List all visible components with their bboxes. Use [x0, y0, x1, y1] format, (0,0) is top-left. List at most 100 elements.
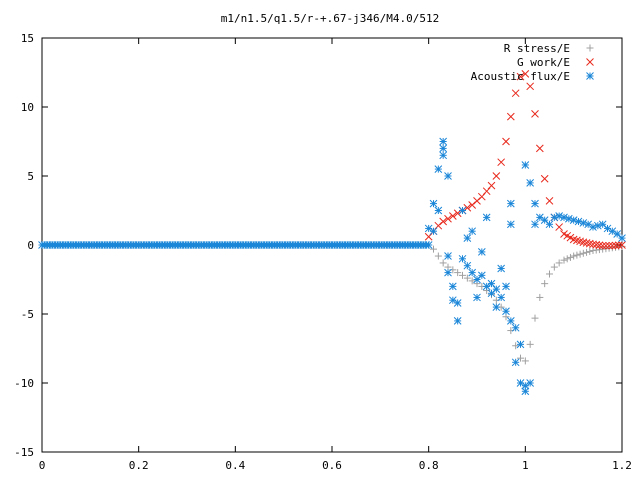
data-point [453, 317, 462, 325]
data-point [585, 239, 594, 248]
data-point [555, 223, 564, 231]
data-point [516, 340, 525, 349]
data-point [526, 340, 534, 348]
data-point [545, 196, 554, 205]
data-point [614, 241, 623, 250]
data-point [497, 293, 506, 302]
data-point [444, 252, 452, 260]
data-point [439, 217, 448, 226]
data-point [521, 387, 530, 396]
data-point [586, 247, 594, 255]
data-point [598, 241, 607, 250]
data-point [463, 274, 471, 282]
x-tick-label: 0.4 [225, 459, 245, 472]
data-point [566, 253, 574, 261]
data-point [512, 342, 520, 350]
data-point [608, 241, 617, 250]
x-tick-label: 1.2 [612, 459, 632, 472]
legend-marker [586, 58, 594, 66]
data-point [497, 264, 506, 273]
data-point [429, 199, 438, 208]
data-point [563, 255, 571, 263]
x-tick-label: 1 [522, 459, 529, 472]
data-point [477, 271, 486, 280]
data-point [434, 252, 442, 260]
data-point [468, 277, 476, 285]
data-point [550, 213, 559, 222]
data-point [618, 241, 626, 249]
data-point [448, 212, 457, 220]
data-point [521, 161, 530, 169]
data-point [434, 165, 443, 173]
y-tick-label: -10 [14, 377, 34, 390]
data-point [434, 206, 443, 215]
data-point [546, 270, 553, 278]
data-point [506, 317, 515, 325]
data-point [517, 354, 524, 362]
data-point [545, 220, 554, 229]
y-tick-label: 10 [21, 101, 34, 114]
data-point [582, 239, 591, 247]
data-point [589, 223, 597, 231]
data-point [560, 256, 568, 264]
data-point [531, 199, 539, 208]
x-tick-label: 0.2 [129, 459, 149, 472]
y-tick-label: -5 [21, 308, 34, 321]
data-point [579, 219, 588, 227]
data-point [564, 214, 573, 223]
series-plus [38, 241, 626, 365]
data-point [454, 269, 462, 277]
data-point [589, 240, 597, 249]
data-point [574, 217, 583, 226]
data-point [595, 241, 604, 250]
data-point [458, 254, 467, 263]
data-point [506, 220, 515, 229]
data-point [424, 241, 433, 249]
data-point [570, 252, 578, 260]
x-tick-label: 0 [39, 459, 46, 472]
data-point [468, 268, 477, 277]
data-point [430, 245, 437, 253]
chart-title: m1/n1.5/q1.5/r-+.67-j346/M4.0/512 [221, 12, 440, 25]
data-point [502, 307, 510, 316]
data-point [579, 249, 587, 257]
data-point [526, 179, 535, 187]
data-point [448, 282, 457, 291]
y-tick-label: 0 [27, 239, 34, 252]
data-point [521, 357, 529, 365]
data-point [439, 144, 448, 153]
data-point [526, 82, 535, 91]
data-point [511, 358, 520, 367]
data-point [521, 70, 530, 78]
data-point [536, 293, 544, 301]
data-point [497, 158, 506, 167]
data-point [453, 299, 462, 307]
data-point [569, 216, 578, 225]
data-point [439, 259, 447, 267]
series-star [38, 137, 626, 396]
data-point [555, 259, 563, 267]
data-point [502, 137, 510, 146]
data-point [502, 282, 510, 291]
data-point [573, 251, 581, 259]
data-point [477, 248, 486, 256]
data-point [473, 293, 481, 302]
data-point [511, 323, 520, 332]
data-point [439, 151, 448, 160]
legend-marker [586, 72, 594, 80]
legend-label: G work/E [517, 56, 570, 69]
data-point [560, 213, 568, 222]
data-point [487, 181, 496, 190]
data-point [458, 206, 467, 215]
data-point [541, 280, 549, 288]
data-point [531, 314, 539, 322]
data-point [531, 110, 539, 118]
data-point [618, 234, 626, 242]
legend-marker [586, 44, 594, 52]
data-point [459, 271, 466, 279]
data-point [506, 199, 515, 208]
data-point [463, 234, 472, 242]
x-tick-label: 0.8 [419, 459, 439, 472]
